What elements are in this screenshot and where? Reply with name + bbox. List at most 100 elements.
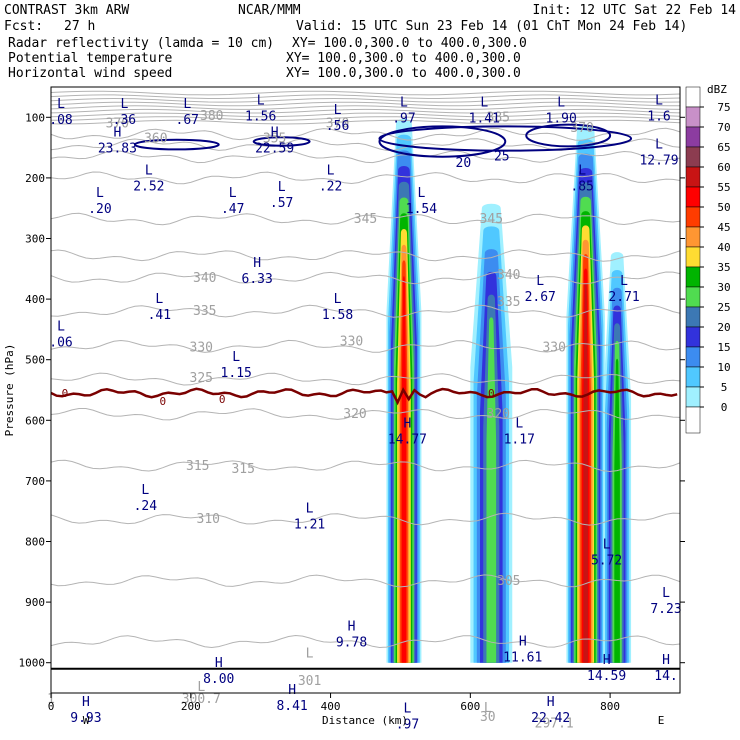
annotation-layer: 370 360 380 355 370 385 370 345 345 340 340 335 335 3… (47, 93, 682, 732)
field-name-reflectivity: Radar reflectivity (lamda = 10 cm) (8, 36, 274, 51)
extremum-value: 1.58 (322, 308, 353, 323)
wind-speed-contour (133, 138, 220, 151)
zero-wind-line (51, 387, 678, 406)
extremum-kind: H (271, 126, 279, 141)
extremum-kind: L (404, 701, 412, 716)
extremum-kind: L (655, 93, 663, 108)
extremum-kind: L (229, 186, 237, 201)
theta-contour (51, 212, 680, 226)
theta-label: 370 (570, 121, 593, 136)
wind-label: 25 (494, 150, 510, 165)
extremum-kind: L (57, 319, 65, 334)
theta-contour-upper (51, 119, 680, 125)
colorbar-swatch (685, 126, 701, 148)
theta-label: 335 (193, 304, 216, 319)
y-tick-label: 100 (25, 111, 45, 124)
theta-label: 385 (487, 110, 510, 125)
extremum-kind: H (288, 683, 296, 698)
colorbar-swatch (685, 326, 701, 348)
extremum-value: .97 (396, 717, 419, 732)
extremum-kind: L (603, 538, 611, 553)
extremum-kind: H (519, 635, 527, 650)
theta-contour (51, 339, 680, 353)
extremum-kind: L (183, 97, 191, 112)
x-axis-title: Distance (km) (322, 714, 408, 727)
extremum-kind: H (82, 695, 90, 710)
colorbar-label: 20 (717, 321, 730, 334)
reflectivity-band-3-30 (614, 358, 620, 663)
extremum-value: .08 (49, 113, 72, 128)
extremum-value: 22.59 (255, 142, 294, 157)
theta-contour-upper (51, 90, 680, 96)
extremum-value: 1.90 (546, 111, 577, 126)
extremum-kind: L (57, 97, 65, 112)
extremum-value: 22.42 (531, 711, 570, 726)
colorbar-label: 30 (717, 281, 730, 294)
colorbar-swatch (685, 86, 701, 108)
colorbar-swatch (685, 266, 701, 288)
extremum-kind: L (327, 164, 335, 179)
gray-extremum-label: 30 (480, 710, 496, 725)
y-tick-label: 300 (25, 233, 45, 246)
colorbar-swatch (685, 286, 701, 308)
colorbar-swatch (685, 186, 701, 208)
extremum-value: .56 (326, 119, 349, 134)
wind-speed-contour (378, 125, 507, 158)
y-tick-label: 400 (25, 293, 45, 306)
y-axis-title: Pressure (hPa) (3, 344, 16, 437)
valid-time: Valid: 15 UTC Sun 23 Feb 14 (01 ChT Mon … (296, 19, 687, 34)
colorbar-unit: dBZ (707, 83, 727, 96)
y-tick-label: 600 (25, 414, 45, 427)
theta-contour-upper (51, 94, 680, 99)
theta-label: 345 (354, 212, 377, 227)
colorbar-label: 25 (717, 301, 730, 314)
colorbar-swatch (685, 146, 701, 168)
extremum-kind: L (120, 97, 128, 112)
extremum-kind: L (578, 164, 586, 179)
extremum-value: .85 (570, 180, 593, 195)
x-tick-label: 600 (460, 700, 480, 713)
colorbar-swatch (685, 106, 701, 128)
field-name-wind: Horizontal wind speed (8, 66, 172, 81)
theta-label: 325 (190, 371, 213, 386)
x-axis-west: W (83, 714, 90, 727)
theta-contour (51, 512, 680, 526)
colorbar-label: 35 (717, 261, 730, 274)
x-axis-east: E (658, 714, 665, 727)
y-tick-label: 900 (25, 596, 45, 609)
theta-label: 370 (106, 116, 129, 131)
y-tick-label: 500 (25, 354, 45, 367)
theta-label: 345 (480, 212, 503, 227)
extremum-kind: L (417, 186, 425, 201)
extremum-kind: L (141, 483, 149, 498)
extremum-value: 5.72 (591, 554, 622, 569)
theta-contour-upper (51, 116, 680, 121)
extremum-kind: H (253, 256, 261, 271)
extremum-value: .24 (134, 499, 158, 514)
colorbar-label: 10 (717, 361, 730, 374)
colorbar-label: 75 (717, 101, 730, 114)
extremum-kind: L (334, 103, 342, 118)
theta-label: 380 (200, 109, 223, 124)
extremum-value: .20 (88, 202, 111, 217)
x-tick-label: 0 (48, 700, 55, 713)
theta-contour (51, 372, 680, 386)
theta-label: 305 (497, 574, 520, 589)
gray-extremum-label: 297.1 (535, 716, 574, 731)
extremum-kind: L (257, 93, 265, 108)
colorbar-label: 65 (717, 141, 730, 154)
extremum-kind: L (620, 274, 628, 289)
theta-contour (51, 408, 680, 421)
gray-extremum-label: L (484, 701, 492, 716)
extremum-kind: L (536, 274, 544, 289)
extremum-kind: L (278, 180, 286, 195)
extremum-kind: L (480, 95, 488, 110)
theta-contour-upper (51, 97, 680, 103)
y-tick-label: 200 (25, 172, 45, 185)
plot-area: 370 360 380 355 370 385 370 345 345 340 340 335 335 3… (47, 86, 682, 732)
wind-speed-contour (525, 123, 612, 148)
colorbar-swatch (685, 206, 701, 228)
theta-contour (51, 171, 680, 185)
extremum-value: 1.41 (469, 111, 500, 126)
extremum-value: 8.41 (276, 699, 307, 714)
